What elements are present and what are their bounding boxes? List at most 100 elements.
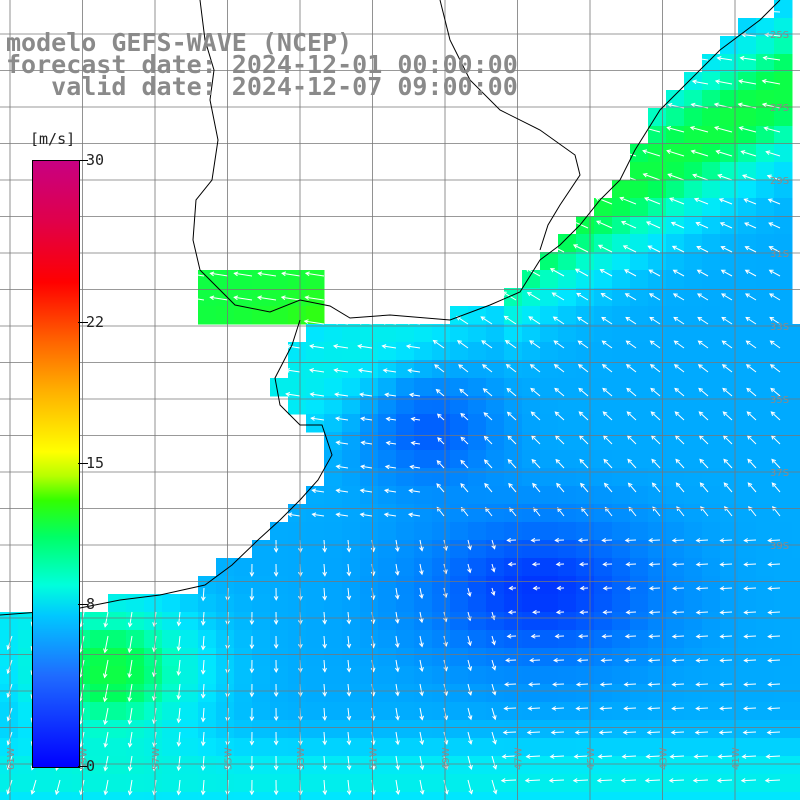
wind-cell <box>522 360 541 379</box>
wind-cell <box>342 738 361 757</box>
wind-arrow <box>670 755 685 758</box>
wind-cell <box>180 738 199 757</box>
wind-cell <box>504 324 523 343</box>
wind-arrow-head <box>549 268 555 273</box>
wind-arrow <box>627 459 637 469</box>
wind-cell <box>360 576 379 595</box>
wind-arrow <box>491 779 497 794</box>
wind-cell <box>702 738 721 757</box>
wind-arrow-head <box>298 619 303 625</box>
wind-cell <box>612 180 631 199</box>
wind-cell <box>648 414 667 433</box>
wind-cell <box>414 702 433 721</box>
wind-arrow <box>410 466 421 469</box>
wind-cell <box>630 594 649 613</box>
wind-arrow-head <box>765 754 771 759</box>
wind-cell <box>792 378 800 397</box>
wind-cell <box>540 342 559 361</box>
wind-arrow <box>626 388 637 397</box>
wind-cell <box>540 702 559 721</box>
wind-cell <box>774 54 793 73</box>
wind-cell <box>756 576 775 595</box>
wind-cell <box>414 738 433 757</box>
wind-arrow-head <box>597 244 603 249</box>
wind-arrow <box>460 460 469 469</box>
wind-arrow-head <box>767 658 773 663</box>
wind-cell <box>252 720 271 739</box>
wind-arrow-head <box>360 416 366 422</box>
wind-cell <box>234 558 253 577</box>
wind-arrow <box>531 435 541 445</box>
wind-cell <box>378 594 397 613</box>
wind-arrow-head <box>577 537 583 543</box>
wind-arrow-head <box>642 126 648 131</box>
wind-cell <box>738 756 757 775</box>
wind-cell <box>792 576 800 595</box>
wind-arrow-head <box>553 657 558 663</box>
wind-cell <box>738 324 757 343</box>
wind-cell <box>342 612 361 631</box>
wind-arrow <box>602 411 613 421</box>
wind-arrow <box>717 57 733 61</box>
wind-cell <box>630 198 649 217</box>
wind-arrow <box>742 34 757 37</box>
wind-arrow <box>178 755 181 771</box>
wind-arrow <box>650 388 661 397</box>
wind-arrow <box>742 174 757 181</box>
wind-arrow <box>286 393 301 397</box>
wind-cell <box>648 288 667 307</box>
wind-cell <box>0 612 19 631</box>
wind-arrow-head <box>484 482 489 488</box>
wind-arrow-head <box>508 482 513 488</box>
wind-cell <box>558 540 577 559</box>
wind-arrow-head <box>334 416 340 421</box>
wind-arrow-head <box>620 778 626 783</box>
wind-arrow <box>419 755 424 770</box>
wind-cell <box>324 522 343 541</box>
wind-arrow-head <box>693 56 699 61</box>
wind-cell <box>612 288 631 307</box>
wind-arrow <box>720 563 733 566</box>
wind-arrow-head <box>395 740 400 746</box>
wind-cell <box>468 702 487 721</box>
wind-cell <box>414 666 433 685</box>
wind-arrow <box>467 635 471 646</box>
wind-cell <box>558 666 577 685</box>
wind-cell <box>234 702 253 721</box>
wind-arrow <box>483 388 493 397</box>
lon-label: 61W <box>6 747 17 770</box>
wind-cell <box>738 486 757 505</box>
wind-arrow <box>646 755 661 758</box>
wind-cell <box>144 594 163 613</box>
wind-cell <box>396 648 415 667</box>
wind-cell <box>666 324 685 343</box>
wind-cell <box>558 648 577 667</box>
wind-arrow-head <box>579 609 585 615</box>
wind-arrow-head <box>419 667 424 673</box>
wind-cell <box>270 666 289 685</box>
wind-arrow <box>721 246 733 253</box>
wind-arrow <box>531 411 541 421</box>
wind-cell <box>378 576 397 595</box>
wind-arrow-head <box>503 706 509 711</box>
wind-arrow <box>648 683 661 686</box>
wind-cell <box>0 774 19 793</box>
wind-cell <box>756 702 775 721</box>
wind-cell <box>486 720 505 739</box>
wind-arrow-head <box>506 633 512 639</box>
wind-arrow-head <box>280 295 286 301</box>
wind-arrow-head <box>322 740 328 746</box>
wind-cell <box>684 288 703 307</box>
wind-arrow-head <box>311 464 317 470</box>
wind-cell <box>774 324 793 343</box>
wind-arrow-head <box>506 411 512 417</box>
wind-cell <box>324 324 343 343</box>
wind-arrow <box>651 435 661 445</box>
wind-arrow <box>718 755 733 758</box>
wind-cell <box>630 270 649 289</box>
wind-arrow <box>484 459 493 469</box>
wind-cell <box>684 648 703 667</box>
wind-cell <box>630 666 649 685</box>
wind-cell <box>0 738 19 757</box>
wind-cell <box>684 90 703 109</box>
